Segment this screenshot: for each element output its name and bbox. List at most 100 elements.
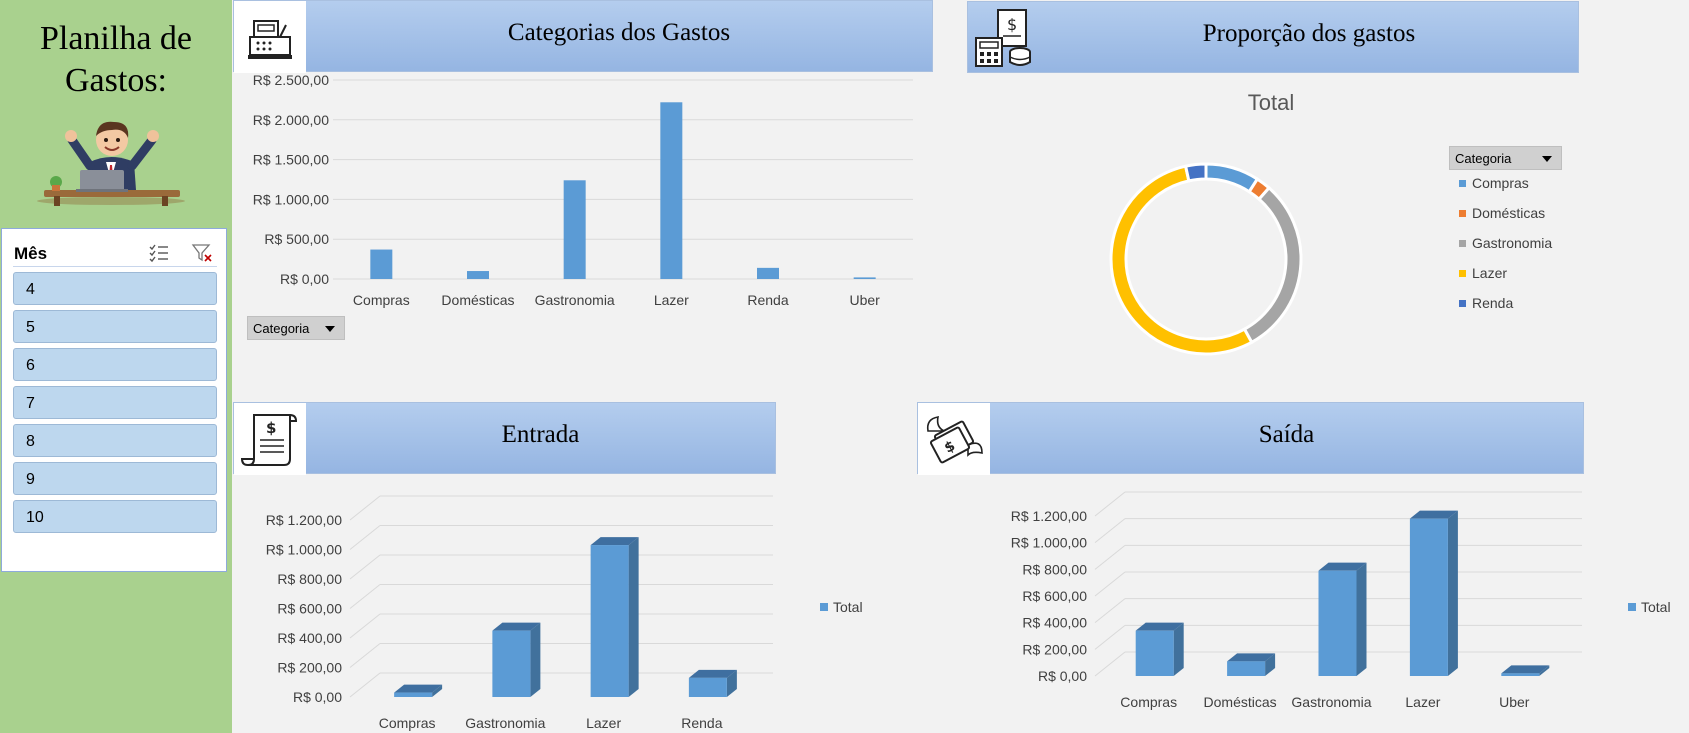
x-tick-label: Gastronomia	[1291, 694, 1371, 710]
bar-gastronomia	[492, 630, 531, 697]
slicer-header: Mês	[13, 237, 217, 267]
svg-text:$: $	[266, 419, 276, 437]
bar-top-lazer	[1409, 510, 1458, 519]
receipt-dollar-icon: $	[234, 403, 306, 475]
bar-gastronomia	[1318, 570, 1357, 676]
slicer-item-4[interactable]: 4	[13, 272, 217, 305]
legend-entry: Domésticas	[1472, 205, 1545, 221]
slice-gastronomia	[1242, 185, 1303, 345]
bar-side-lazer	[1447, 510, 1458, 676]
legend-entry: Renda	[1472, 295, 1513, 311]
y-tick-label: R$ 800,00	[1022, 561, 1087, 577]
categoria-filter-button[interactable]: Categoria	[247, 316, 345, 340]
bar-side-compras	[1173, 622, 1184, 676]
entrada-chart: R$ 0,00 R$ 200,00 R$ 400,00 R$ 600,00 R$ 800…	[266, 495, 863, 731]
x-tick-label: Uber	[1499, 694, 1530, 710]
entrada-title: Entrada	[501, 421, 580, 448]
bar-side-renda	[726, 669, 737, 697]
categoria-legend-filter-button[interactable]: Categoria	[1449, 146, 1562, 170]
bar-side-lazer	[628, 537, 639, 697]
x-tick-label: Lazer	[1405, 694, 1440, 710]
y-tick-label: R$ 1.000,00	[266, 542, 342, 558]
y-tick-label: R$ 800,00	[277, 571, 342, 587]
legend-entry: Gastronomia	[1472, 235, 1552, 251]
proporcao-banner: $ Proporção dos gastos	[967, 1, 1579, 73]
gridline	[1094, 491, 1126, 517]
entrada-banner: $ Entrada	[233, 402, 776, 475]
x-tick-label: Gastronomia	[535, 292, 615, 308]
x-tick-label: Renda	[747, 292, 788, 308]
slicer-item-5[interactable]: 5	[13, 310, 217, 343]
svg-text:$: $	[1007, 15, 1017, 34]
bar-uber	[853, 277, 876, 279]
legend-entry: Total	[833, 599, 863, 615]
slicer-title: Mês	[14, 244, 48, 263]
bar-top-gastronomia	[492, 622, 541, 631]
bar-side-gastronomia	[530, 622, 541, 697]
y-tick-label: R$ 1.200,00	[266, 512, 342, 528]
month-slicer: Mês 4 5 6 7 8 9 10	[1, 228, 227, 572]
donut-title: Total	[1248, 90, 1294, 115]
legend-entry: Lazer	[1472, 265, 1507, 281]
mascot-illustration	[37, 121, 185, 206]
bar-lazer	[660, 102, 683, 280]
slicer-item-9[interactable]: 9	[13, 462, 217, 495]
x-tick-label: Uber	[849, 292, 880, 308]
slicer-item-8[interactable]: 8	[13, 424, 217, 457]
slice-lazer	[1109, 164, 1254, 356]
dropdown-arrow-icon	[325, 326, 335, 332]
clear-filter-icon[interactable]	[191, 243, 213, 263]
proporcao-title: Proporção dos gastos	[1202, 20, 1416, 47]
y-tick-label: R$ 2.500,00	[253, 72, 329, 88]
x-tick-label: Compras	[379, 715, 436, 731]
y-tick-label: R$ 1.200,00	[1011, 508, 1087, 524]
bar-renda	[757, 267, 779, 279]
bar-side-uber	[1539, 665, 1550, 676]
saida-banner: $ Saída	[917, 402, 1584, 475]
categorias-title: Categorias dos Gastos	[507, 19, 731, 46]
dropdown-arrow-icon	[1542, 156, 1552, 162]
gridline	[349, 672, 381, 698]
bar-gastronomia	[563, 180, 586, 279]
y-tick-label: R$ 0,00	[293, 689, 342, 705]
slicer-item-7[interactable]: 7	[13, 386, 217, 419]
gridline	[349, 495, 381, 521]
saida-title: Saída	[1258, 421, 1315, 448]
flying-money-icon: $	[918, 403, 990, 475]
y-tick-label: R$ 600,00	[277, 601, 342, 617]
y-tick-label: R$ 200,00	[277, 660, 342, 676]
saida-chart: R$ 0,00 R$ 200,00 R$ 400,00 R$ 600,00 R$ 800…	[1011, 491, 1671, 710]
gridline	[1094, 598, 1126, 624]
x-tick-label: Renda	[681, 715, 722, 731]
bar-top-domesticas	[1227, 653, 1276, 662]
bar-side-gastronomia	[1356, 562, 1367, 676]
bar-domesticas	[1227, 661, 1266, 676]
bar-top-gastronomia	[1318, 562, 1367, 571]
bar-lazer	[1409, 518, 1448, 676]
bar-side-domesticas	[1265, 653, 1276, 676]
calculator-receipt-coins-icon: $	[968, 2, 1040, 74]
y-tick-label: R$ 1.000,00	[1011, 535, 1087, 551]
gridline	[349, 554, 381, 580]
x-tick-label: Compras	[353, 292, 410, 308]
bar-lazer	[590, 545, 629, 697]
categorias-chart: R$ 0,00 R$ 500,00 R$ 1.000,00 R$ 1.500,00 R$…	[253, 72, 913, 308]
sheet-title: Planilha de Gastos:	[39, 20, 193, 99]
y-tick-label: R$ 2.000,00	[253, 112, 329, 128]
gridline	[1094, 624, 1126, 650]
x-tick-label: Compras	[1120, 694, 1177, 710]
x-tick-label: Domésticas	[441, 292, 514, 308]
gridline	[349, 613, 381, 639]
y-tick-label: R$ 200,00	[1022, 641, 1087, 657]
multi-select-icon[interactable]	[148, 243, 170, 263]
slicer-item-10[interactable]: 10	[13, 500, 217, 533]
bar-top-lazer	[590, 537, 639, 546]
gridline	[1094, 518, 1126, 544]
gridline	[349, 584, 381, 609]
legend-swatch	[1459, 180, 1466, 187]
y-tick-label: R$ 1.500,00	[253, 152, 329, 168]
legend-swatch	[1459, 270, 1466, 277]
legend-swatch	[1459, 300, 1466, 307]
slicer-item-6[interactable]: 6	[13, 348, 217, 381]
gridline	[1094, 544, 1126, 570]
